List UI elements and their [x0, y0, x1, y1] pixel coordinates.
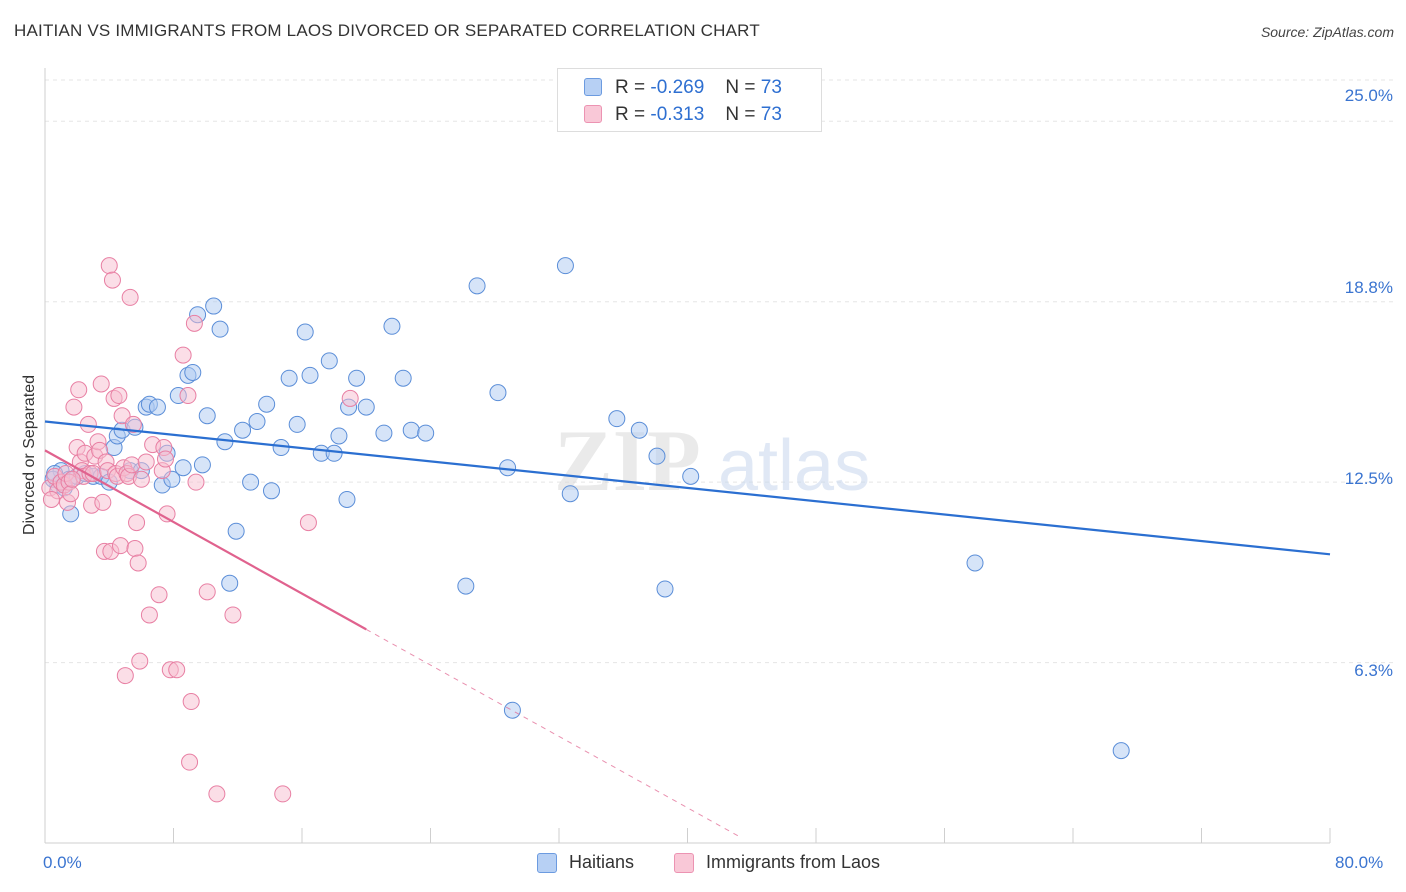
laos-trend-extension	[366, 628, 741, 838]
laos-point	[208, 785, 226, 803]
laos-point	[113, 407, 131, 425]
laos-point	[128, 514, 146, 532]
haitian-point	[503, 701, 521, 719]
laos-point	[111, 537, 129, 555]
correlation-legend: R = -0.269 N = 73 R = -0.313 N = 73	[557, 68, 822, 132]
haitian-point	[205, 297, 223, 315]
laos-point	[185, 314, 203, 332]
laos-point	[110, 387, 128, 405]
haitian-point	[402, 421, 420, 439]
x-tick-max: 80.0%	[1335, 853, 1384, 872]
haitian-point	[148, 398, 166, 416]
haitian-point	[348, 369, 366, 387]
haitian-point	[656, 580, 674, 598]
pink-swatch	[674, 853, 694, 873]
haitian-trend-line	[44, 420, 1331, 556]
haitian-point	[383, 317, 401, 335]
laos-point	[187, 473, 205, 491]
haitian-point	[630, 421, 648, 439]
haitian-point	[682, 467, 700, 485]
laos-point	[62, 485, 80, 503]
source-credit: Source: ZipAtlas.com	[1260, 24, 1394, 40]
laos-point	[70, 381, 88, 399]
x-tick-min: 0.0%	[43, 853, 82, 872]
haitian-point	[330, 427, 348, 445]
laos-point	[131, 652, 149, 670]
laos-point	[126, 540, 144, 558]
laos-point	[198, 583, 216, 601]
laos-point	[132, 470, 150, 488]
laos-point	[123, 456, 141, 474]
laos-point	[140, 606, 158, 624]
blue-swatch	[584, 78, 602, 96]
haitian-point	[234, 421, 252, 439]
haitian-point	[966, 554, 984, 572]
haitian-point	[338, 490, 356, 508]
haitian-point	[357, 398, 375, 416]
laos-point	[121, 288, 139, 306]
laos-point	[224, 606, 242, 624]
laos-point	[42, 490, 60, 508]
haitian-point	[184, 363, 202, 381]
laos-point	[341, 389, 359, 407]
laos-point	[124, 415, 142, 433]
y-tick-label: 12.5%	[1344, 469, 1393, 488]
haitian-point	[648, 447, 666, 465]
haitian-point	[608, 410, 626, 428]
haitian-point	[320, 352, 338, 370]
laos-point	[274, 785, 292, 803]
y-tick-label: 25.0%	[1344, 86, 1393, 105]
laos-point	[100, 257, 118, 275]
haitian-point	[394, 369, 412, 387]
laos-point	[299, 514, 317, 532]
haitian-point	[211, 320, 229, 338]
haitian-point	[1112, 742, 1130, 760]
haitian-point	[288, 415, 306, 433]
haitian-point	[561, 485, 579, 503]
laos-point	[103, 271, 121, 289]
laos-trend-line	[44, 449, 367, 631]
laos-point	[182, 693, 200, 711]
haitian-point	[258, 395, 276, 413]
haitian-point	[457, 577, 475, 595]
blue-swatch	[537, 853, 557, 873]
laos-point	[116, 667, 134, 685]
laos-point	[65, 398, 83, 416]
pink-swatch	[584, 105, 602, 123]
haitian-point	[375, 424, 393, 442]
haitian-point	[221, 574, 239, 592]
haitian-point	[468, 277, 486, 295]
y-tick-label: 6.3%	[1354, 661, 1393, 680]
laos-point	[137, 453, 155, 471]
laos-point	[150, 586, 168, 604]
laos-point	[92, 375, 110, 393]
haitian-point	[301, 366, 319, 384]
haitian-point	[280, 369, 298, 387]
laos-point	[156, 450, 174, 468]
y-tick-label: 18.8%	[1344, 278, 1393, 297]
laos-point	[129, 554, 147, 572]
haitian-point	[417, 424, 435, 442]
laos-point	[94, 493, 112, 511]
laos-point	[168, 661, 186, 679]
laos-point	[179, 387, 197, 405]
haitian-point	[198, 407, 216, 425]
laos-point	[63, 470, 81, 488]
haitian-point	[174, 459, 192, 477]
laos-point	[174, 346, 192, 364]
laos-point	[181, 753, 199, 771]
chart-title: HAITIAN VS IMMIGRANTS FROM LAOS DIVORCED…	[14, 21, 760, 40]
haitian-point	[193, 456, 211, 474]
haitian-point	[556, 257, 574, 275]
haitian-point	[489, 384, 507, 402]
haitian-point	[262, 482, 280, 500]
haitian-point	[296, 323, 314, 341]
haitian-point	[227, 522, 245, 540]
haitian-point	[248, 413, 266, 431]
haitian-point	[325, 444, 343, 462]
haitian-point	[242, 473, 260, 491]
